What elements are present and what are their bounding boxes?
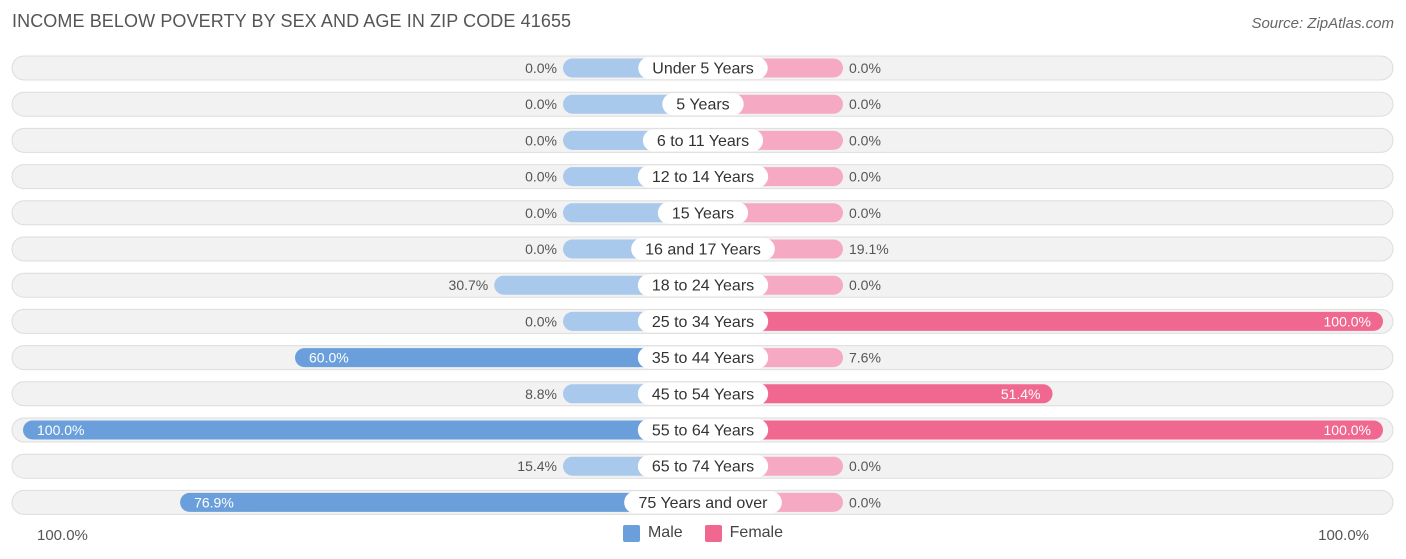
value-label-female: 0.0% (849, 458, 881, 474)
category-label: 35 to 44 Years (652, 350, 754, 367)
value-label-male: 0.0% (525, 96, 557, 112)
value-label-female: 0.0% (849, 494, 881, 510)
bar-female (703, 384, 1053, 404)
category-pill (637, 165, 769, 188)
category-label: 6 to 11 Years (657, 133, 749, 150)
value-label-male: 15.4% (517, 458, 557, 474)
value-label-male: 100.0% (37, 422, 84, 438)
category-pill (637, 346, 769, 369)
category-label: 5 Years (676, 97, 729, 114)
category-pill (637, 274, 769, 297)
value-label-male: 0.0% (525, 132, 557, 148)
legend-swatch-male (622, 524, 640, 542)
value-label-female: 100.0% (1324, 313, 1371, 329)
bar-male (295, 348, 703, 368)
axis-right-label: 100.0% (1318, 527, 1369, 544)
category-pill (637, 419, 769, 441)
value-label-female: 0.0% (849, 169, 881, 185)
value-label-female: 7.6% (849, 350, 881, 366)
value-label-male: 30.7% (449, 277, 489, 293)
category-label: 75 Years and over (639, 495, 769, 512)
value-label-male: 60.0% (309, 350, 349, 366)
value-label-male: 8.8% (525, 386, 557, 402)
bar-female (703, 420, 1383, 440)
category-label: 15 Years (672, 205, 734, 222)
category-label: 16 and 17 Years (645, 242, 761, 259)
legend-item-female: Female (704, 524, 784, 542)
value-label-male: 0.0% (525, 205, 557, 221)
category-label: 25 to 34 Years (652, 314, 754, 331)
value-label-male: 76.9% (194, 494, 234, 510)
value-label-female: 100.0% (1324, 422, 1371, 438)
legend-item-male: Male (622, 524, 683, 542)
category-label: 55 to 64 Years (652, 423, 754, 440)
legend-label-female: Female (729, 524, 784, 541)
category-pill (637, 455, 769, 478)
category-label: 18 to 24 Years (652, 278, 754, 295)
bar-female (703, 311, 1383, 331)
value-label-female: 51.4% (1001, 386, 1041, 402)
value-label-female: 19.1% (849, 241, 889, 257)
legend-label-male: Male (647, 524, 683, 541)
value-label-male: 0.0% (525, 169, 557, 185)
chart-title: INCOME BELOW POVERTY BY SEX AND AGE IN Z… (12, 11, 572, 31)
category-pill (624, 491, 782, 514)
bar-male (180, 492, 703, 512)
category-pill (642, 129, 764, 152)
category-pill (662, 93, 744, 116)
legend: Male Female (0, 524, 1406, 542)
value-label-female: 0.0% (849, 277, 881, 293)
value-label-male: 0.0% (525, 60, 557, 76)
value-label-female: 0.0% (849, 96, 881, 112)
category-pill (637, 310, 769, 333)
category-pill (657, 201, 749, 224)
bar-male (23, 420, 703, 440)
category-pill (637, 382, 769, 405)
value-label-female: 0.0% (849, 205, 881, 221)
category-label: 45 to 54 Years (652, 386, 754, 403)
value-label-male: 0.0% (525, 313, 557, 329)
value-label-male: 0.0% (525, 241, 557, 257)
category-pill (638, 57, 768, 79)
category-pill (631, 238, 775, 260)
category-label: 65 to 74 Years (652, 459, 754, 476)
source-label: Source: ZipAtlas.com (1251, 15, 1394, 32)
value-label-female: 0.0% (849, 132, 881, 148)
axis-left-label: 100.0% (37, 527, 88, 544)
category-label: 12 to 14 Years (652, 169, 754, 186)
category-label: Under 5 Years (652, 61, 753, 78)
legend-swatch-female (704, 524, 722, 542)
value-label-female: 0.0% (849, 60, 881, 76)
